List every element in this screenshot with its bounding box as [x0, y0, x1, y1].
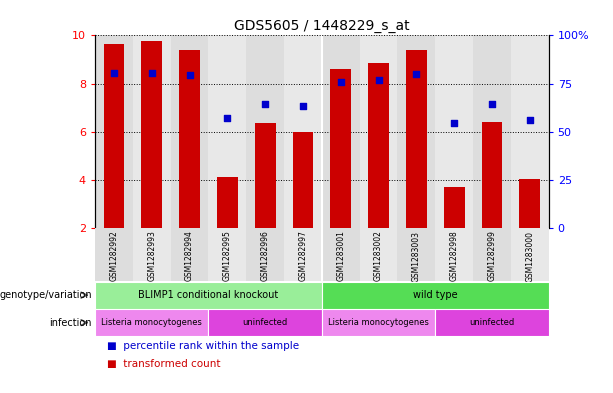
Text: infection: infection	[50, 318, 92, 328]
Bar	[95, 282, 322, 309]
Text: BLIMP1 conditional knockout: BLIMP1 conditional knockout	[139, 290, 278, 300]
Bar	[330, 69, 351, 228]
Bar	[435, 35, 473, 228]
Text: GSM1282999: GSM1282999	[487, 231, 497, 281]
Bar	[406, 50, 427, 228]
Point	[223, 115, 232, 121]
Bar	[322, 282, 549, 309]
Bar	[435, 309, 549, 336]
Text: GSM1282994: GSM1282994	[185, 231, 194, 281]
Bar	[246, 35, 284, 228]
Bar	[284, 35, 322, 228]
Point	[298, 103, 308, 110]
Bar	[255, 123, 275, 228]
Bar	[246, 228, 284, 281]
Point	[147, 70, 156, 76]
Text: GSM1282992: GSM1282992	[109, 231, 118, 281]
Bar	[435, 228, 473, 281]
Bar	[360, 35, 397, 228]
Title: GDS5605 / 1448229_s_at: GDS5605 / 1448229_s_at	[234, 19, 409, 33]
Text: uninfected: uninfected	[470, 318, 514, 327]
Text: GSM1282996: GSM1282996	[261, 231, 270, 281]
Point	[260, 101, 270, 107]
Bar	[322, 35, 360, 228]
Text: Listeria monocytogenes: Listeria monocytogenes	[101, 318, 202, 327]
Text: GSM1282993: GSM1282993	[147, 231, 156, 281]
Text: GSM1283003: GSM1283003	[412, 231, 421, 282]
Text: genotype/variation: genotype/variation	[0, 290, 92, 300]
Point	[373, 77, 384, 83]
Bar	[142, 41, 162, 228]
Bar	[292, 132, 313, 228]
Text: GSM1283000: GSM1283000	[525, 231, 535, 282]
Text: ■  transformed count: ■ transformed count	[107, 360, 221, 369]
Bar	[511, 228, 549, 281]
Bar	[360, 228, 397, 281]
Text: GSM1282995: GSM1282995	[223, 231, 232, 281]
Bar	[519, 178, 540, 228]
Point	[449, 120, 459, 127]
Bar	[208, 35, 246, 228]
Bar	[95, 35, 133, 228]
Point	[336, 79, 346, 85]
Point	[411, 71, 421, 77]
Point	[525, 116, 535, 123]
Text: GSM1282998: GSM1282998	[449, 231, 459, 281]
Bar	[368, 63, 389, 228]
Bar	[473, 35, 511, 228]
Bar	[473, 228, 511, 281]
Text: uninfected: uninfected	[243, 318, 287, 327]
Text: Listeria monocytogenes: Listeria monocytogenes	[328, 318, 429, 327]
Bar	[511, 35, 549, 228]
Bar	[133, 228, 170, 281]
Bar	[170, 35, 208, 228]
Point	[185, 72, 194, 78]
Bar	[208, 309, 322, 336]
Text: GSM1282997: GSM1282997	[299, 231, 308, 281]
Bar	[179, 50, 200, 228]
Text: GSM1283001: GSM1283001	[336, 231, 345, 281]
Bar	[322, 228, 360, 281]
Text: GSM1283002: GSM1283002	[374, 231, 383, 281]
Text: wild type: wild type	[413, 290, 457, 300]
Bar	[95, 228, 133, 281]
Bar	[95, 309, 208, 336]
Bar	[170, 228, 208, 281]
Bar	[444, 187, 465, 228]
Bar	[284, 228, 322, 281]
Bar	[104, 44, 124, 228]
Bar	[208, 228, 246, 281]
Bar	[482, 122, 502, 228]
Bar	[397, 35, 435, 228]
Bar	[217, 177, 238, 228]
Point	[487, 101, 497, 107]
Point	[109, 70, 119, 76]
Bar	[133, 35, 170, 228]
Bar	[397, 228, 435, 281]
Text: ■  percentile rank within the sample: ■ percentile rank within the sample	[107, 341, 299, 351]
Bar	[322, 309, 435, 336]
